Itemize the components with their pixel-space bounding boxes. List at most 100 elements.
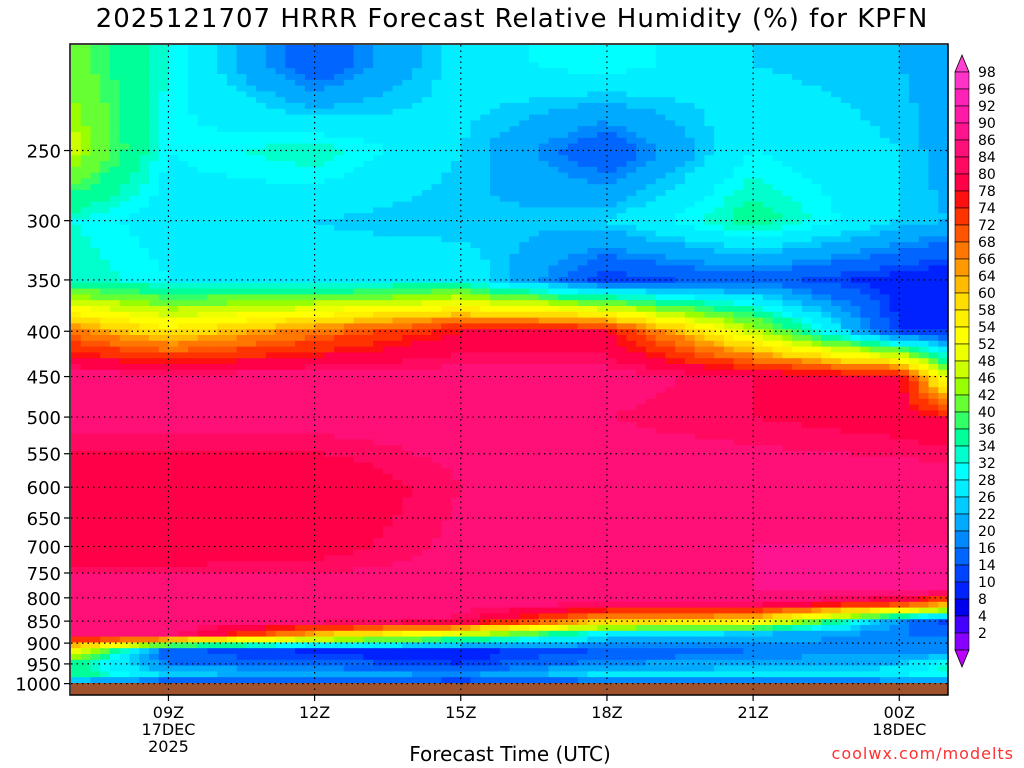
heatmap-cell bbox=[119, 184, 131, 191]
heatmap-cell bbox=[158, 172, 170, 179]
heatmap-cell bbox=[460, 277, 472, 284]
heatmap-cell bbox=[879, 219, 891, 226]
heatmap-cell bbox=[402, 149, 413, 156]
heatmap-cell bbox=[256, 161, 267, 168]
heatmap-cell bbox=[675, 294, 686, 301]
heatmap-cell bbox=[119, 74, 131, 81]
heatmap-cell bbox=[441, 149, 452, 156]
heatmap-cell bbox=[909, 358, 920, 365]
heatmap-cell bbox=[470, 68, 481, 75]
heatmap-cell bbox=[100, 103, 111, 110]
heatmap-cell bbox=[528, 68, 540, 75]
heatmap-cell bbox=[655, 288, 667, 295]
heatmap-cell bbox=[246, 114, 257, 121]
heatmap-cell bbox=[158, 271, 170, 278]
heatmap-cell bbox=[860, 172, 871, 179]
heatmap-cell bbox=[597, 358, 608, 365]
heatmap-cell bbox=[801, 294, 813, 301]
heatmap-cell bbox=[733, 74, 744, 81]
heatmap-cell bbox=[928, 340, 939, 348]
heatmap-cell bbox=[548, 248, 559, 255]
heatmap-cell bbox=[187, 137, 199, 145]
heatmap-cell bbox=[606, 311, 618, 319]
heatmap-cell bbox=[217, 236, 228, 243]
heatmap-cell bbox=[246, 213, 257, 220]
heatmap-cell bbox=[655, 219, 667, 226]
heatmap-cell bbox=[314, 224, 325, 232]
heatmap-cell bbox=[792, 190, 803, 197]
heatmap-cell bbox=[918, 317, 930, 324]
heatmap-cell bbox=[158, 161, 170, 168]
heatmap-cell bbox=[655, 85, 667, 92]
heatmap-cell bbox=[879, 323, 891, 330]
heatmap-cell bbox=[567, 137, 579, 145]
heatmap-cell bbox=[938, 120, 949, 127]
heatmap-cell bbox=[694, 207, 705, 214]
heatmap-cell bbox=[392, 352, 403, 359]
heatmap-cell bbox=[616, 120, 628, 127]
heatmap-cell bbox=[870, 317, 881, 324]
heatmap-cell bbox=[587, 79, 598, 87]
heatmap-cell bbox=[821, 224, 832, 232]
heatmap-cell bbox=[353, 271, 364, 278]
heatmap-cell bbox=[129, 155, 140, 162]
heatmap-cell bbox=[821, 166, 832, 174]
heatmap-cell bbox=[207, 323, 218, 330]
heatmap-cell bbox=[626, 358, 637, 365]
heatmap-cell bbox=[431, 277, 442, 284]
heatmap-cell bbox=[733, 311, 744, 319]
heatmap-cell bbox=[373, 195, 384, 203]
heatmap-cell bbox=[860, 340, 871, 348]
heatmap-cell bbox=[684, 282, 696, 290]
heatmap-cell bbox=[772, 97, 783, 104]
heatmap-cell bbox=[304, 335, 316, 342]
heatmap-cell bbox=[236, 166, 247, 174]
heatmap-cell bbox=[470, 172, 481, 179]
heatmap-cell bbox=[889, 190, 900, 197]
heatmap-cell bbox=[567, 195, 579, 203]
heatmap-cell bbox=[811, 62, 822, 69]
heatmap-cell bbox=[743, 149, 754, 156]
heatmap-cell bbox=[821, 340, 832, 348]
heatmap-cell bbox=[285, 56, 296, 63]
heatmap-cell bbox=[762, 91, 774, 98]
heatmap-cell bbox=[119, 213, 131, 220]
heatmap-cell bbox=[382, 91, 394, 98]
heatmap-cell bbox=[655, 149, 667, 156]
heatmap-cell bbox=[480, 68, 491, 75]
heatmap-cell bbox=[899, 323, 910, 330]
heatmap-cell bbox=[304, 248, 316, 255]
heatmap-cell bbox=[723, 242, 735, 249]
heatmap-cell bbox=[80, 306, 92, 313]
heatmap-cell bbox=[762, 236, 774, 243]
heatmap-cell bbox=[772, 74, 783, 81]
heatmap-cell bbox=[480, 50, 491, 58]
heatmap-cell bbox=[402, 317, 413, 324]
heatmap-cell bbox=[304, 288, 316, 295]
heatmap-cell bbox=[597, 120, 608, 127]
heatmap-cell bbox=[606, 137, 618, 145]
heatmap-cell bbox=[373, 190, 384, 197]
heatmap-cell bbox=[392, 85, 403, 92]
heatmap-cell bbox=[256, 300, 267, 307]
heatmap-cell bbox=[938, 56, 949, 63]
heatmap-cell bbox=[899, 155, 910, 162]
heatmap-cell bbox=[733, 248, 744, 255]
heatmap-cell bbox=[938, 74, 949, 81]
heatmap-cell bbox=[431, 335, 442, 342]
heatmap-cell bbox=[295, 85, 306, 92]
heatmap-cell bbox=[382, 300, 394, 307]
heatmap-cell bbox=[772, 224, 783, 232]
heatmap-cell bbox=[451, 306, 462, 313]
heatmap-cell bbox=[636, 207, 647, 214]
heatmap-cell bbox=[558, 265, 569, 272]
heatmap-cell bbox=[178, 242, 189, 249]
heatmap-cell bbox=[665, 306, 676, 313]
heatmap-cell bbox=[490, 358, 501, 365]
heatmap-cell bbox=[353, 329, 364, 336]
heatmap-cell bbox=[90, 282, 101, 290]
heatmap-cell bbox=[431, 172, 442, 179]
heatmap-cell bbox=[577, 282, 589, 290]
heatmap-cell bbox=[577, 120, 589, 127]
heatmap-cell bbox=[577, 306, 589, 313]
